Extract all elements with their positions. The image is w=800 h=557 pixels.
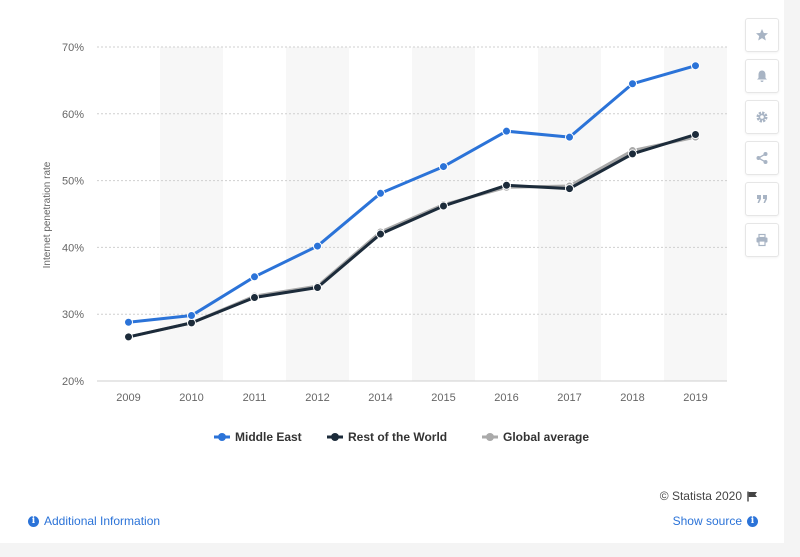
series-line (128, 64, 696, 324)
data-point[interactable] (628, 149, 637, 159)
legend-swatch-marker (331, 433, 339, 441)
data-point[interactable] (628, 79, 637, 89)
line-chart: 20%30%40%50%60%70% 2009 2010 2011 2012 2014 2… (42, 42, 727, 444)
x-tick-label: 2019 (683, 392, 707, 404)
data-point[interactable] (691, 130, 700, 140)
data-point[interactable] (313, 282, 322, 292)
series-middle-east (124, 61, 700, 327)
column-band (286, 47, 349, 381)
x-tick-label: 2010 (179, 392, 203, 404)
series-line (128, 133, 696, 339)
legend-item[interactable]: Rest of the World (327, 430, 447, 444)
data-point[interactable] (376, 188, 385, 198)
show-source-label: Show source (672, 514, 742, 528)
x-tick-label: 2016 (494, 392, 518, 404)
grid-lines (97, 46, 727, 382)
column-band (664, 47, 727, 381)
legend: Middle East Rest of the World Global avera… (214, 430, 589, 444)
x-tick-label: 2015 (431, 392, 455, 404)
notification-button[interactable] (745, 59, 779, 93)
legend-swatch-marker (486, 433, 494, 441)
data-point[interactable] (376, 229, 385, 239)
legend-item[interactable]: Middle East (214, 430, 302, 444)
star-icon (756, 29, 768, 41)
column-bands (160, 47, 727, 381)
favorite-button[interactable] (745, 18, 779, 52)
x-axis-ticks: 2009 2010 2011 2012 2014 2015 2016 2017 2018 2019 (116, 392, 707, 404)
legend-item[interactable]: Global average (482, 430, 589, 444)
column-band (160, 47, 223, 381)
y-tick-label: 20% (62, 376, 84, 388)
data-point[interactable] (124, 332, 133, 342)
data-point[interactable] (565, 184, 574, 194)
y-tick-label: 30% (62, 309, 84, 321)
gear-icon (756, 111, 768, 123)
legend-label: Middle East (235, 430, 302, 444)
share-button[interactable] (745, 141, 779, 175)
statista-credit: © Statista 2020 (660, 489, 758, 503)
data-point[interactable] (313, 241, 322, 251)
show-source-link[interactable]: Show source i (673, 514, 758, 528)
y-tick-label: 60% (62, 109, 84, 121)
x-tick-label: 2017 (557, 392, 581, 404)
bell-icon (757, 70, 767, 82)
x-tick-label: 2018 (620, 392, 644, 404)
data-point[interactable] (250, 272, 259, 282)
legend-swatch-marker (218, 433, 226, 441)
series-lines (124, 61, 700, 342)
flag-icon (747, 491, 757, 501)
legend-label: Rest of the World (348, 430, 447, 444)
y-tick-label: 40% (62, 242, 84, 254)
y-tick-label: 50% (62, 176, 84, 188)
y-axis-ticks: 20% 30% 40% 50% 60% 70% (62, 42, 84, 388)
chart-toolbar (745, 18, 781, 264)
y-tick-label: 70% (62, 42, 84, 54)
quote-icon (757, 195, 767, 203)
print-icon (756, 233, 768, 247)
settings-button[interactable] (745, 100, 779, 134)
info-icon: i (747, 515, 758, 527)
data-point[interactable] (250, 293, 259, 302)
share-icon (756, 152, 768, 164)
data-point[interactable] (691, 61, 700, 71)
data-point[interactable] (565, 132, 574, 142)
data-point[interactable] (124, 317, 133, 327)
y-axis-label: Internet penetration rate (42, 161, 53, 268)
data-point[interactable] (187, 311, 196, 321)
data-point[interactable] (502, 180, 511, 190)
x-tick-label: 2011 (243, 392, 267, 404)
print-button[interactable] (745, 223, 779, 257)
data-point[interactable] (187, 318, 196, 328)
data-point[interactable] (439, 201, 448, 211)
credit-text: © Statista 2020 (659, 489, 742, 503)
chart-card: 20% 30% 40% 50% 60% 70% 2009 2010 2011 2012 2014 2… (0, 0, 784, 543)
data-point[interactable] (502, 126, 511, 136)
info-icon: i (28, 515, 39, 527)
legend-label: Global average (503, 430, 589, 444)
cite-button[interactable] (745, 182, 779, 216)
additional-information-link[interactable]: i Additional Information (28, 514, 160, 528)
column-band (538, 47, 601, 381)
x-tick-label: 2009 (116, 392, 140, 404)
data-point[interactable] (439, 162, 448, 172)
additional-information-label: Additional Information (44, 514, 161, 528)
x-tick-label: 2012 (305, 392, 329, 404)
x-tick-label: 2014 (368, 392, 392, 404)
